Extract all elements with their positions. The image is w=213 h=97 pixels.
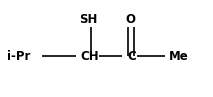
Text: i-Pr: i-Pr [7, 50, 31, 63]
Text: SH: SH [79, 13, 98, 26]
Text: C: C [128, 50, 137, 63]
Text: Me: Me [169, 50, 189, 63]
Text: O: O [125, 13, 135, 26]
Text: CH: CH [80, 50, 99, 63]
